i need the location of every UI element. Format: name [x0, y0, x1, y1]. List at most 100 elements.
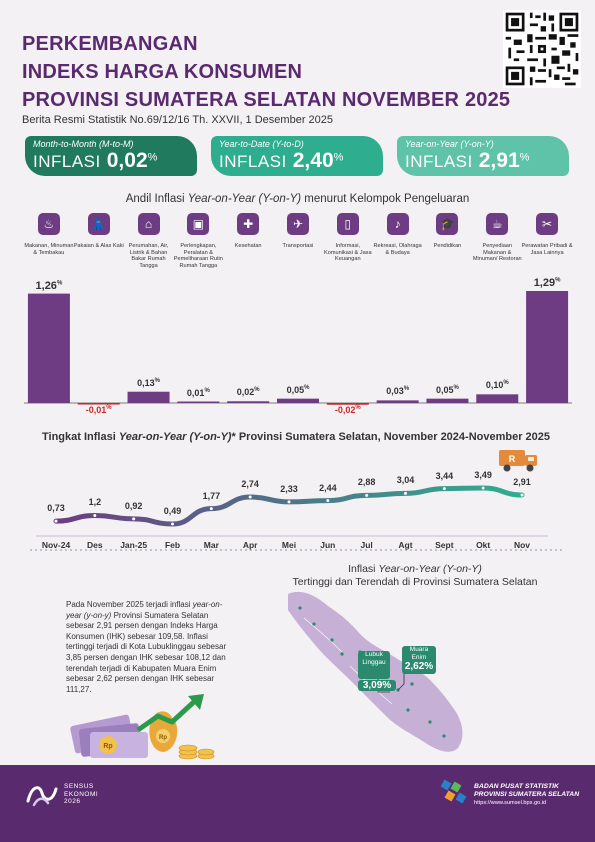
plane-icon: ✈: [287, 213, 309, 235]
callout-muaraenim-value: 2,62%: [404, 661, 434, 672]
trend-month-label: Apr: [242, 540, 258, 550]
house-icon: ⌂: [137, 213, 160, 235]
restaurant-icon: ☕: [486, 213, 509, 235]
trend-point: [326, 499, 330, 503]
personal-care-icon: ✂: [536, 213, 559, 235]
card-ytd-caption: Year-to-Date (Y-to-D): [219, 139, 304, 149]
truck-label: R: [509, 454, 516, 464]
sensus-line-3: 2026: [64, 798, 81, 806]
trend-point: [404, 491, 407, 495]
section-andil-title: Andil Inflasi Year-on-Year (Y-on-Y) menu…: [0, 193, 595, 205]
summary-p3: Provinsi Sumatera Selatan sebesar 2,91 p…: [66, 610, 227, 694]
card-mtm-caption: Month-to-Month (M-to-M): [33, 139, 134, 149]
trend-point: [481, 486, 485, 490]
section-andil-title-b: Year-on-Year (Y-on-Y): [187, 193, 302, 205]
bps-line-1: BADAN PUSAT STATISTIK: [474, 783, 559, 790]
trend-value-label: 3,04: [396, 475, 415, 486]
bar: [177, 401, 220, 403]
callout-lubuklinggau-label-2: Linggau: [362, 658, 386, 666]
summary-p2: year-on-year (y-on-y): [66, 600, 223, 620]
card-yoy-label: INFLASI: [405, 152, 473, 171]
callout-lubuklinggau-value: 3,09%: [358, 680, 396, 691]
bar: [476, 394, 519, 403]
card-mtm-value: 0,02: [106, 149, 148, 172]
trend-month-label: Feb: [164, 540, 181, 550]
recreation-icon: ♪: [386, 213, 409, 235]
trend-point: [248, 495, 252, 499]
sensus-line-2: EKONOMI: [64, 790, 99, 798]
group-label: Perawatan Pribadi & Jasa Lainnya: [521, 243, 573, 256]
trend-month-label: Nov: [513, 540, 531, 550]
card-mtm: Month-to-Month (M-to-M) INFLASI 0,02%: [25, 136, 197, 176]
sensus-line-1: SENSUS: [64, 783, 94, 790]
section-andil-title-c: menurut Kelompok Pengeluaran: [301, 193, 470, 205]
card-yoy-value: 2,91: [478, 149, 520, 172]
trend-month-label: Des: [87, 540, 103, 550]
trend-point: [365, 493, 369, 497]
group-label: Perumahan, Air, Listrik & Bahan Bakar Ru…: [128, 243, 169, 269]
trend-month-label: Sept: [435, 540, 454, 550]
bar: [426, 398, 469, 403]
trend-value-label: 0,73: [47, 503, 65, 514]
trend-value-label: 2,74: [241, 479, 259, 489]
card-mtm-label: INFLASI: [33, 152, 101, 171]
section-trend-title-c: * Provinsi Sumatera Selatan, November 20…: [231, 431, 551, 443]
education-icon: 🎓: [436, 213, 459, 235]
bar: [27, 293, 70, 403]
summary-paragraph: Pada November 2025 terjadi inflasi year-…: [66, 600, 232, 695]
food-icon: ♨: [37, 213, 60, 235]
section-map-title-c: Tertinggi dan Terendah di Provinsi Sumat…: [292, 576, 538, 588]
trend-month-label: Mei: [281, 540, 297, 550]
group-label: Rekreasi, Olahraga & Budaya: [373, 243, 422, 256]
trend-month-label: Jul: [360, 540, 373, 550]
group-label: Perlengkapan, Peralatan & Pemeliharaan R…: [173, 243, 223, 269]
phone-icon: ▯: [336, 213, 359, 235]
qr-code-icon[interactable]: [503, 10, 581, 88]
trend-value-label: 0,49: [163, 506, 182, 516]
group-label: Kesehatan: [234, 243, 262, 249]
group-label: Makanan, Minuman & Tembakau: [24, 243, 74, 256]
bps-line-2: PROVINSI SUMATERA SELATAN: [474, 791, 580, 798]
title-line-1: PERKEMBANGAN: [22, 33, 198, 55]
bar: [277, 398, 319, 403]
trend-point: [209, 507, 213, 511]
bar-value-label: 0,05%: [286, 384, 310, 395]
page-title: PERKEMBANGAN INDEKS HARGA KONSUMEN PROVI…: [22, 30, 510, 114]
trend-value-label: 1,77: [202, 490, 221, 501]
card-ytd-unit: %: [333, 151, 344, 164]
bar-value-label: 0,03%: [386, 386, 410, 397]
trend-value-label: 2,91: [513, 476, 531, 487]
card-ytd-label: INFLASI: [219, 152, 287, 171]
trend-value-label: 0,92: [124, 500, 143, 511]
callout-lubuklinggau: Lubuk Linggau 3,09%: [358, 651, 396, 691]
coin-label-1: Rp: [103, 743, 112, 750]
bar: [526, 291, 569, 403]
section-trend-title-a: Tingkat Inflasi: [42, 431, 119, 443]
bar-value-label: 0,10%: [485, 380, 509, 391]
callout-muaraenim-label-2: Enim: [411, 653, 427, 661]
title-line-2: INDEKS HARGA KONSUMEN: [22, 61, 303, 83]
group-label: Transportasi: [282, 243, 314, 249]
trend-value-label: 1,2: [88, 497, 102, 508]
card-mtm-unit: %: [147, 151, 158, 164]
card-ytd: Year-to-Date (Y-to-D) INFLASI 2,40%: [211, 136, 383, 176]
bar-value-label: 0,01%: [186, 387, 210, 398]
bar-value-label: 1,26%: [35, 279, 63, 292]
bps-text: BADAN PUSAT STATISTIK PROVINSI SUMATERA …: [474, 783, 579, 807]
group-label: Penyediaan Makanan & Minuman/ Restoran: [472, 243, 522, 263]
bar-value-label: 0,05%: [436, 384, 459, 395]
trend-month-label: Okt: [476, 540, 491, 550]
card-ytd-value: 2,40: [292, 149, 334, 172]
bar: [127, 391, 170, 403]
section-map-title-a: Inflasi: [348, 563, 379, 575]
card-yoy-caption: Year-on-Year (Y-on-Y): [405, 139, 494, 149]
trend-point: [442, 487, 446, 491]
trend-value-label: 2,44: [319, 482, 337, 493]
bps-url-link[interactable]: https://www.sumsel.bps.go.id: [474, 800, 547, 806]
trend-month-label: Mar: [203, 540, 219, 550]
sensus-ekonomi-text: SENSUS EKONOMI 2026: [64, 783, 98, 806]
group-label: Informasi, Komunikasi & Jasa Keuangan: [324, 243, 372, 263]
callout-muaraenim: Muara Enim 2,62%: [402, 646, 436, 674]
trend-point: [287, 500, 291, 504]
trend-point: [54, 519, 58, 523]
